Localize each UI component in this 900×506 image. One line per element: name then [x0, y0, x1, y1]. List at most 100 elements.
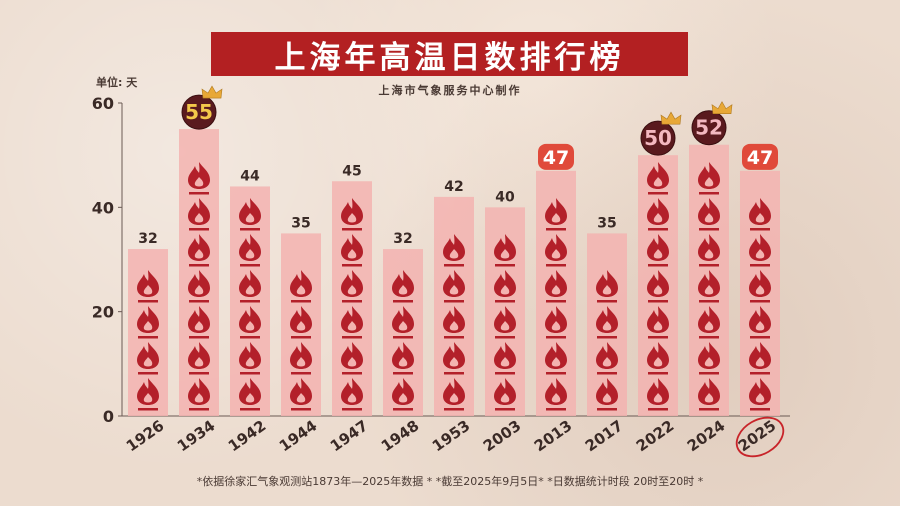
- flame-icon: [698, 270, 720, 303]
- flame-icon: [239, 342, 261, 375]
- flame-icon: [392, 270, 414, 303]
- value-badge: [181, 94, 217, 130]
- y-tick-label: 20: [92, 303, 114, 322]
- flame-icon: [443, 270, 465, 303]
- flame-icon: [239, 306, 261, 339]
- flame-icon: [647, 198, 669, 231]
- flame-icon: [545, 342, 567, 375]
- flame-icon: [290, 306, 312, 339]
- flame-icon: [392, 342, 414, 375]
- flame-icon: [698, 234, 720, 267]
- flame-icon: [188, 378, 210, 411]
- crown-icon: [660, 111, 682, 125]
- bar: [434, 196, 474, 416]
- flame-icon: [341, 378, 363, 411]
- chart-title: 上海年高温日数排行榜: [211, 32, 688, 76]
- flame-icon: [239, 198, 261, 231]
- x-tick-label: 1953: [429, 417, 474, 456]
- data-label: 47: [747, 147, 773, 169]
- x-tick-label: 1926: [123, 417, 168, 456]
- flame-icon: [545, 270, 567, 303]
- flame-icon: [647, 270, 669, 303]
- data-label: 35: [291, 215, 310, 231]
- flame-icon: [596, 270, 618, 303]
- flame-icon: [596, 306, 618, 339]
- flame-icon: [239, 378, 261, 411]
- flame-icon: [545, 198, 567, 231]
- flame-icon: [698, 342, 720, 375]
- flame-icon: [494, 378, 516, 411]
- flame-icon: [443, 378, 465, 411]
- x-tick-label: 2017: [582, 417, 627, 456]
- flame-icon: [698, 198, 720, 231]
- flame-icon: [749, 342, 771, 375]
- value-badge: [691, 110, 727, 146]
- flame-icon: [239, 234, 261, 267]
- y-tick-label: 0: [103, 407, 114, 426]
- flame-icon: [749, 378, 771, 411]
- flame-icon: [545, 234, 567, 267]
- data-label: 42: [444, 179, 463, 195]
- flame-icon: [188, 162, 210, 195]
- flame-icon: [647, 234, 669, 267]
- x-tick-label: 1942: [225, 417, 270, 456]
- flame-icon: [698, 378, 720, 411]
- flame-icon: [749, 306, 771, 339]
- data-label: 44: [240, 168, 260, 184]
- flame-icon: [188, 198, 210, 231]
- value-badge: [742, 143, 778, 170]
- highlight-circle: [735, 416, 785, 458]
- x-tick-label: 2013: [531, 417, 576, 456]
- chart-footnote: *依据徐家汇气象观测站1873年—2025年数据 * *截至2025年9月5日*…: [196, 475, 704, 488]
- flame-icon: [647, 342, 669, 375]
- bar: [689, 144, 729, 416]
- data-label: 50: [644, 126, 672, 150]
- data-label: 32: [138, 231, 157, 247]
- flame-icon: [392, 378, 414, 411]
- flame-icon: [290, 378, 312, 411]
- flame-icon: [341, 342, 363, 375]
- flame-icon: [290, 270, 312, 303]
- flame-icon: [545, 306, 567, 339]
- x-tick-label: 1934: [174, 417, 219, 456]
- x-tick-label: 2003: [480, 417, 525, 456]
- flame-icon: [443, 234, 465, 267]
- data-label: 55: [185, 100, 213, 124]
- bar: [485, 207, 525, 416]
- flame-icon: [290, 342, 312, 375]
- flame-icon: [137, 378, 159, 411]
- flame-icon: [749, 270, 771, 303]
- crown-icon: [711, 101, 733, 115]
- flame-icon: [341, 306, 363, 339]
- value-badge: [538, 143, 574, 170]
- flame-icon: [596, 342, 618, 375]
- x-tick-label: 2024: [684, 417, 729, 456]
- flame-icon: [647, 162, 669, 195]
- flame-icon: [749, 198, 771, 231]
- x-tick-label: 1947: [327, 417, 372, 456]
- flame-icon: [647, 378, 669, 411]
- crown-icon: [201, 85, 223, 99]
- flame-icon: [698, 162, 720, 195]
- flame-icon: [341, 234, 363, 267]
- y-tick-label: 60: [92, 94, 114, 113]
- data-label: 35: [597, 215, 616, 231]
- x-tick-label: 1948: [378, 417, 423, 456]
- flame-icon: [494, 342, 516, 375]
- data-label: 45: [342, 163, 361, 179]
- flame-icon: [188, 342, 210, 375]
- flame-icon: [596, 378, 618, 411]
- flame-icon: [443, 342, 465, 375]
- flame-icon: [188, 270, 210, 303]
- data-label: 40: [495, 189, 515, 205]
- flame-icon: [545, 378, 567, 411]
- value-badge: [640, 120, 676, 156]
- flame-icon: [239, 270, 261, 303]
- x-tick-label: 2022: [633, 417, 678, 456]
- flame-icon: [494, 306, 516, 339]
- x-tick-label: 1944: [276, 417, 321, 456]
- flame-icon: [698, 306, 720, 339]
- flame-icon: [341, 198, 363, 231]
- chart-subtitle: 上海市气象服务中心制作: [378, 84, 522, 97]
